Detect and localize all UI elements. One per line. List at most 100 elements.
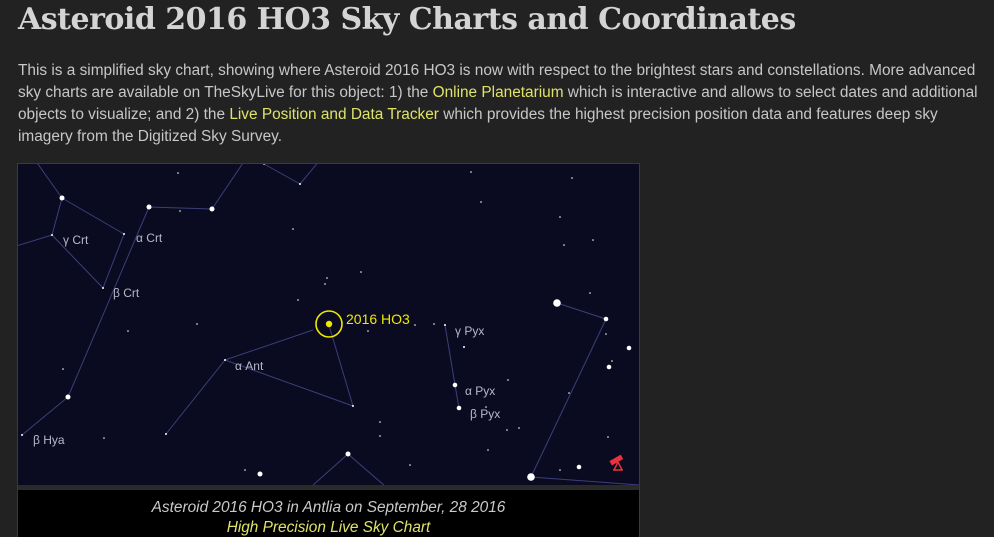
- star: [518, 427, 520, 429]
- sky-chart[interactable]: γ Crt α Crt β Crt α Ant γ Pyx α Pyx β Py…: [17, 163, 640, 537]
- star-label: β Hya: [33, 433, 65, 447]
- constellation-line: [263, 164, 301, 185]
- star: [379, 421, 381, 423]
- star: [196, 323, 198, 325]
- star: [177, 172, 179, 174]
- constellation-line: [211, 164, 243, 210]
- star: [244, 469, 246, 471]
- sky-chart-canvas[interactable]: γ Crt α Crt β Crt α Ant γ Pyx α Pyx β Py…: [18, 164, 639, 486]
- star: [463, 346, 465, 348]
- star: [257, 471, 263, 477]
- star: [292, 228, 294, 230]
- constellation-line: [148, 206, 213, 210]
- intro-paragraph: This is a simplified sky chart, showing …: [18, 60, 978, 148]
- star: [409, 464, 411, 466]
- star: [324, 283, 326, 285]
- star: [146, 204, 152, 210]
- star: [367, 330, 369, 332]
- constellation-line: [454, 384, 460, 409]
- asteroid-marker-ring[interactable]: [315, 310, 343, 338]
- intro-text: which is interactive and allows to selec…: [18, 84, 978, 123]
- star: [345, 451, 351, 457]
- star: [360, 271, 362, 273]
- star: [563, 244, 565, 246]
- constellation-line: [51, 234, 104, 289]
- star: [297, 299, 299, 301]
- star: [606, 364, 612, 370]
- caption-text: Asteroid 2016 HO3 in Antlia on September…: [151, 499, 506, 516]
- star: [456, 405, 462, 411]
- star-label: α Pyx: [465, 384, 495, 398]
- star: [553, 299, 561, 307]
- constellation-line: [51, 197, 63, 236]
- constellation-line: [224, 359, 354, 407]
- intro-text: This is a simplified sky chart, showing …: [18, 62, 976, 101]
- star: [452, 382, 458, 388]
- constellation-lines: [18, 164, 639, 486]
- star: [224, 359, 226, 361]
- star: [299, 183, 301, 185]
- constellation-line: [530, 318, 607, 478]
- star-label: α Ant: [235, 359, 264, 373]
- online-planetarium-link[interactable]: Online Planetarium: [432, 84, 564, 101]
- star-label: γ Pyx: [455, 324, 484, 338]
- star: [433, 323, 435, 325]
- star: [527, 473, 535, 481]
- star: [326, 277, 328, 279]
- star: [611, 360, 613, 362]
- star: [263, 164, 265, 165]
- star: [559, 216, 561, 218]
- constellation-line: [37, 164, 63, 199]
- star: [165, 433, 167, 435]
- star: [605, 333, 607, 335]
- star: [487, 449, 489, 451]
- star: [209, 206, 215, 212]
- star: [571, 177, 573, 179]
- star-label: β Crt: [113, 286, 140, 300]
- live-sky-chart-link[interactable]: High Precision Live Sky Chart: [226, 519, 431, 536]
- star: [576, 464, 582, 470]
- star: [589, 292, 591, 294]
- constellation-line: [102, 233, 125, 289]
- star-label: α Crt: [136, 231, 163, 245]
- asteroid-label: 2016 HO3: [346, 311, 410, 327]
- constellation-line: [224, 329, 314, 361]
- asteroid-dot[interactable]: [325, 320, 333, 328]
- stars: [21, 164, 632, 481]
- star-label: γ Crt: [63, 233, 89, 247]
- star: [379, 435, 381, 437]
- star: [62, 368, 64, 370]
- star: [559, 469, 561, 471]
- star: [352, 405, 354, 407]
- star: [444, 324, 446, 326]
- star: [603, 316, 609, 322]
- constellation-line: [61, 197, 125, 235]
- star: [102, 287, 104, 289]
- star: [506, 429, 508, 431]
- constellation-line: [311, 453, 349, 486]
- star: [592, 239, 594, 241]
- telescope-icon[interactable]: [609, 454, 624, 471]
- constellation-line: [444, 324, 456, 386]
- star: [21, 434, 23, 436]
- star: [51, 234, 53, 236]
- page-title: Asteroid 2016 HO3 Sky Charts and Coordin…: [18, 2, 796, 37]
- star: [507, 379, 509, 381]
- star: [59, 195, 65, 201]
- star: [103, 437, 105, 439]
- star: [123, 233, 125, 235]
- chart-separator: [18, 485, 639, 490]
- star: [470, 171, 472, 173]
- constellation-line: [299, 164, 318, 185]
- live-tracker-link[interactable]: Live Position and Data Tracker: [229, 106, 439, 123]
- constellation-line: [18, 234, 53, 247]
- chart-caption: Asteroid 2016 HO3 in Antlia on September…: [18, 498, 639, 537]
- intro-text: which provides the highest precision pos…: [18, 106, 938, 145]
- constellation-line: [165, 359, 226, 435]
- star-label: β Pyx: [470, 407, 500, 421]
- star: [568, 392, 570, 394]
- star: [480, 201, 482, 203]
- star: [179, 210, 181, 212]
- constellation-line: [347, 453, 386, 486]
- constellation-line: [556, 302, 607, 320]
